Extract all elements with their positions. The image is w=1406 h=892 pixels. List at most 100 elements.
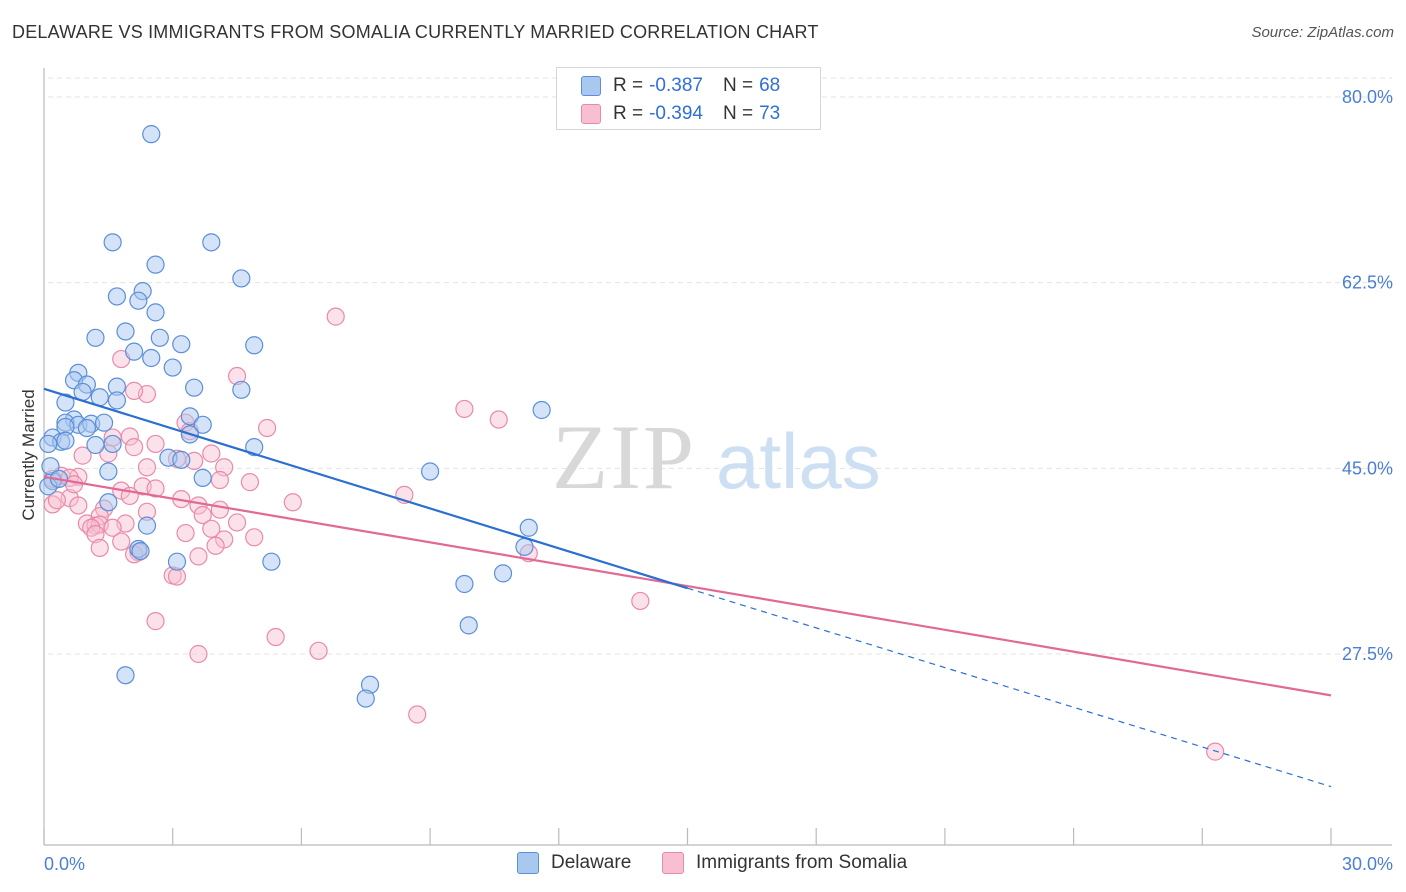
- chart-source: Source: ZipAtlas.com: [1251, 24, 1394, 41]
- somalia-point: [266, 627, 285, 647]
- delaware-point: [129, 291, 148, 310]
- delaware-point: [150, 328, 169, 347]
- somalia-point: [455, 399, 474, 419]
- somalia-point: [227, 513, 247, 532]
- y-tick-label: 80.0%: [1342, 87, 1393, 107]
- somalia-point: [283, 493, 302, 512]
- delaware-swatch: [581, 76, 601, 96]
- y-tick-label: 45.0%: [1342, 458, 1393, 478]
- delaware-point: [262, 552, 281, 571]
- legend-row-somalia: R = -0.394 N = 73: [581, 101, 780, 127]
- delaware-point: [39, 434, 58, 454]
- somalia-point: [124, 438, 144, 457]
- somalia-point: [146, 612, 165, 631]
- x-tick-label: 30.0%: [1342, 854, 1393, 874]
- legend-n-label: N =: [722, 103, 754, 124]
- delaware-trend-extension: [687, 587, 1332, 788]
- somalia-point: [103, 518, 122, 537]
- delaware-point: [116, 666, 135, 685]
- somalia-point: [326, 307, 345, 326]
- delaware-point: [56, 393, 75, 412]
- somalia-point: [176, 523, 195, 543]
- delaware-point: [107, 391, 127, 410]
- somalia-point: [257, 418, 277, 438]
- somalia-point: [489, 410, 508, 429]
- y-tick-label: 27.5%: [1342, 644, 1393, 664]
- somalia-point: [210, 470, 229, 490]
- somalia-point: [47, 491, 66, 510]
- delaware-point: [232, 269, 251, 288]
- delaware-points: [39, 125, 551, 708]
- trend-lines: [43, 387, 1332, 788]
- delaware-point: [459, 616, 478, 635]
- delaware-point: [99, 493, 118, 512]
- somalia-point: [146, 479, 165, 498]
- somalia-point: [210, 500, 229, 519]
- delaware-trend-line: [43, 387, 688, 590]
- somalia-point: [124, 381, 144, 400]
- delaware-legend-label: Delaware: [551, 852, 632, 873]
- somalia-point: [146, 434, 165, 454]
- somalia-point: [309, 641, 328, 660]
- delaware-point: [172, 450, 191, 469]
- grid-lines: [48, 77, 1392, 655]
- delaware-point: [163, 358, 182, 377]
- delaware-point: [245, 336, 264, 355]
- legend-n-label: N =: [722, 75, 754, 96]
- somalia-point: [631, 591, 650, 611]
- somalia-legend-swatch: [662, 852, 684, 874]
- axes: [43, 68, 1392, 846]
- somalia-point: [86, 525, 105, 544]
- correlation-legend: R = -0.387 N = 68 R = -0.394 N = 73: [556, 67, 821, 130]
- somalia-points: [43, 307, 1225, 761]
- somalia-point: [202, 444, 221, 463]
- delaware-point: [193, 415, 212, 434]
- legend-item-delaware[interactable]: Delaware: [517, 852, 631, 874]
- somalia-point: [245, 528, 264, 547]
- legend-item-somalia[interactable]: Immigrants from Somalia: [662, 852, 907, 874]
- delaware-point: [172, 335, 191, 354]
- somalia-point: [240, 473, 260, 492]
- delaware-point: [202, 233, 221, 252]
- delaware-point: [142, 348, 161, 368]
- delaware-point: [94, 413, 114, 432]
- somalia-point: [73, 446, 92, 465]
- delaware-point: [99, 462, 118, 481]
- somalia-point: [206, 536, 225, 555]
- delaware-point: [107, 287, 127, 306]
- watermark-atlas: atlas: [716, 417, 881, 505]
- somalia-point: [1206, 742, 1225, 761]
- tick-labels: 27.5% 45.0% 62.5% 80.0% 0.0% 30.0%: [44, 87, 1393, 874]
- delaware-point: [185, 378, 204, 397]
- delaware-point: [142, 125, 161, 144]
- delaware-point: [103, 233, 122, 252]
- delaware-point: [131, 541, 150, 561]
- series-legend: Delaware Immigrants from Somalia: [0, 850, 1406, 880]
- delaware-point: [245, 438, 264, 457]
- delaware-point: [167, 552, 187, 571]
- delaware-point: [86, 435, 105, 455]
- somalia-point: [202, 519, 221, 538]
- watermark: ZIP atlas: [552, 406, 881, 508]
- legend-r-value: -0.387: [649, 75, 703, 96]
- somalia-legend-label: Immigrants from Somalia: [696, 852, 908, 873]
- delaware-point: [455, 574, 474, 594]
- legend-r-value: -0.394: [649, 103, 703, 124]
- somalia-point: [408, 705, 427, 724]
- delaware-point: [232, 380, 251, 399]
- somalia-point: [69, 496, 88, 515]
- delaware-point: [41, 457, 60, 476]
- delaware-point: [56, 431, 75, 450]
- delaware-point: [515, 537, 534, 556]
- somalia-point: [193, 505, 212, 525]
- delaware-point: [146, 303, 165, 322]
- delaware-point: [86, 328, 105, 347]
- delaware-point: [532, 400, 551, 420]
- somalia-trend-line: [43, 475, 1332, 697]
- somalia-point: [189, 547, 208, 566]
- somalia-point: [189, 644, 208, 664]
- legend-r-label: R =: [613, 103, 644, 124]
- somalia-point: [112, 532, 131, 551]
- delaware-point: [77, 418, 97, 438]
- delaware-legend-swatch: [517, 852, 539, 874]
